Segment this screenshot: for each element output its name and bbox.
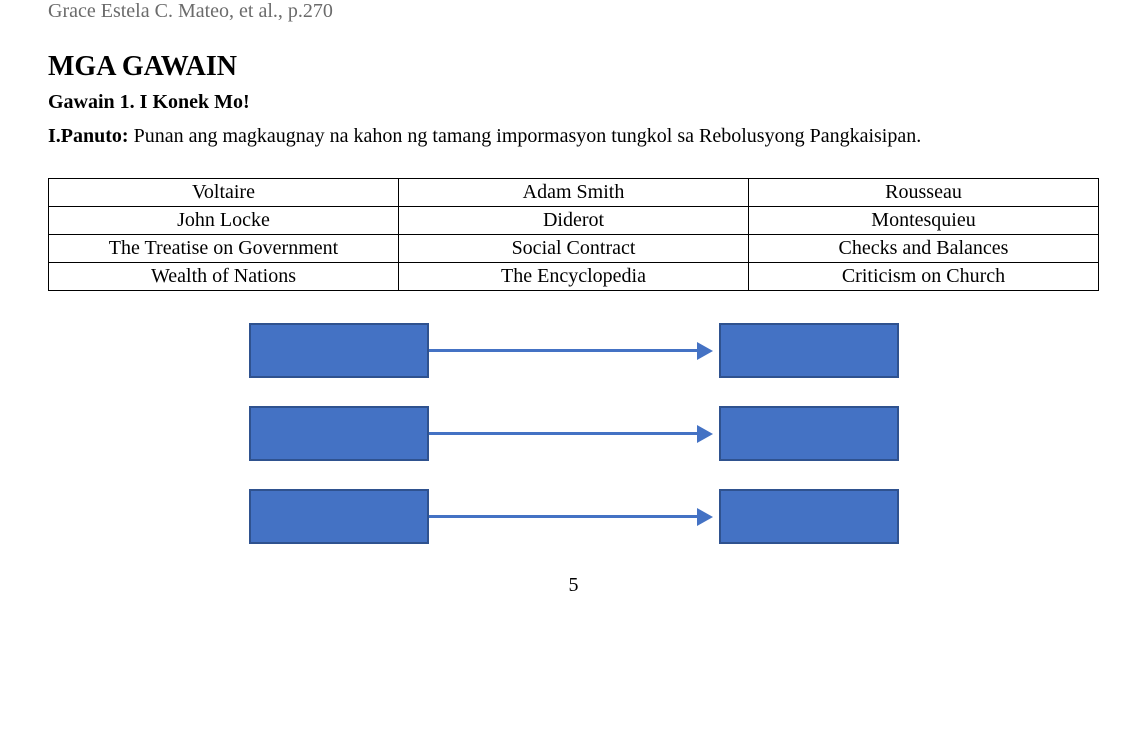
table-row: John Locke Diderot Montesquieu <box>49 207 1099 235</box>
arrow-head-icon <box>697 508 713 526</box>
diagram-row <box>224 489 924 544</box>
table-cell: Wealth of Nations <box>49 263 399 291</box>
top-reference: Grace Estela C. Mateo, et al., p.270 <box>48 0 1099 23</box>
table-row: Wealth of Nations The Encyclopedia Criti… <box>49 263 1099 291</box>
arrow-line <box>429 349 697 352</box>
table-cell: Criticism on Church <box>749 263 1099 291</box>
arrow <box>429 342 719 360</box>
arrow-head-icon <box>697 342 713 360</box>
arrow-line <box>429 515 697 518</box>
arrow <box>429 508 719 526</box>
table-cell: The Treatise on Government <box>49 235 399 263</box>
empty-box-left[interactable] <box>249 406 429 461</box>
empty-box-left[interactable] <box>249 323 429 378</box>
reference-table: Voltaire Adam Smith Rousseau John Locke … <box>48 178 1099 291</box>
empty-box-right[interactable] <box>719 406 899 461</box>
table-cell: The Encyclopedia <box>399 263 749 291</box>
instructions-text: Punan ang magkaugnay na kahon ng tamang … <box>129 125 922 147</box>
empty-box-right[interactable] <box>719 489 899 544</box>
arrow <box>429 425 719 443</box>
main-heading: MGA GAWAIN <box>48 51 1099 83</box>
table-cell: Diderot <box>399 207 749 235</box>
empty-box-right[interactable] <box>719 323 899 378</box>
page-number: 5 <box>48 574 1099 597</box>
table-row: Voltaire Adam Smith Rousseau <box>49 179 1099 207</box>
diagram-row <box>224 323 924 378</box>
arrow-head-icon <box>697 425 713 443</box>
table-cell: Rousseau <box>749 179 1099 207</box>
sub-heading: Gawain 1. I Konek Mo! <box>48 91 1099 114</box>
matching-diagram <box>224 323 924 544</box>
table-cell: Montesquieu <box>749 207 1099 235</box>
instructions: I.Panuto: Punan ang magkaugnay na kahon … <box>48 120 1099 152</box>
arrow-line <box>429 432 697 435</box>
table-row: The Treatise on Government Social Contra… <box>49 235 1099 263</box>
table-cell: Social Contract <box>399 235 749 263</box>
instructions-label: I.Panuto: <box>48 125 129 147</box>
diagram-row <box>224 406 924 461</box>
table-cell: Adam Smith <box>399 179 749 207</box>
table-cell: Voltaire <box>49 179 399 207</box>
empty-box-left[interactable] <box>249 489 429 544</box>
table-cell: John Locke <box>49 207 399 235</box>
table-cell: Checks and Balances <box>749 235 1099 263</box>
